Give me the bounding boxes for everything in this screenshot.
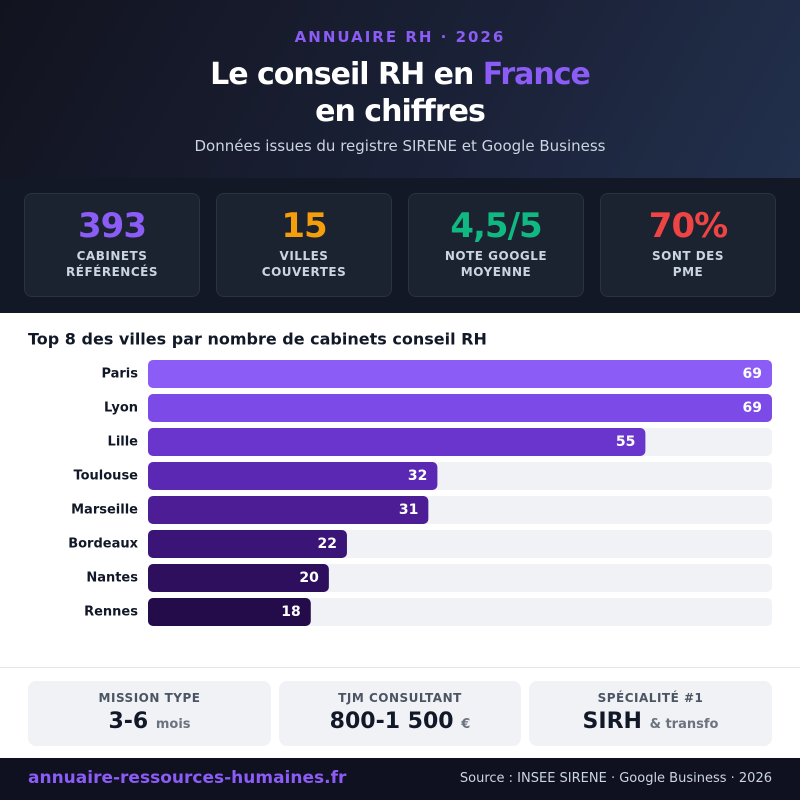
value-label: 69 <box>743 400 762 416</box>
bar <box>148 564 329 592</box>
bar <box>148 428 646 456</box>
info-value-row: SIRH & transfo <box>529 709 772 734</box>
info-unit: & transfo <box>649 717 719 732</box>
stat-label-line: COUVERTES <box>261 265 347 279</box>
stat-card: 15 VILLES COUVERTES <box>216 193 392 297</box>
stat-value: 70% <box>648 206 728 246</box>
header: ANNUAIRE RH · 2026 Le conseil RH en Fran… <box>0 0 800 178</box>
stat-label-line: NOTE GOOGLE <box>444 249 548 263</box>
info-value-row: 800-1 500 € <box>279 709 521 734</box>
category-label: Lyon <box>104 401 138 416</box>
stats-band: 393 CABINETS RÉFÉRENCÉS 15 VILLES COUVERTES 4,… <box>0 178 800 313</box>
bar <box>148 598 311 626</box>
info-card: TJM CONSULTANT 800-1 500 € <box>279 681 521 746</box>
category-label: Rennes <box>84 605 138 620</box>
value-label: 20 <box>299 570 319 586</box>
info-value-row: 3-6 mois <box>28 709 271 734</box>
category-label: Nantes <box>86 571 138 586</box>
stat-card: 70% SONT DES PME <box>600 193 776 297</box>
info-value: 3-6 <box>108 709 149 734</box>
category-label: Paris <box>101 367 138 382</box>
stat-label: NOTE GOOGLE MOYENNE <box>409 248 583 280</box>
source: Source : INSEE SIRENE · Google Business … <box>459 771 772 786</box>
bar <box>148 394 772 422</box>
title-part: en chiffres <box>315 94 486 129</box>
info-value: 800-1 500 <box>329 709 454 734</box>
category-label: Lille <box>108 435 139 450</box>
chart: Top 8 des villes par nombre de cabinets … <box>28 330 772 626</box>
value-label: 69 <box>743 366 762 382</box>
info-card: SPÉCIALITÉ #1 SIRH & transfo <box>529 681 772 746</box>
bar <box>148 496 429 524</box>
category-label: Bordeaux <box>68 537 138 552</box>
footer: annuaire-ressources-humaines.fr Source :… <box>0 758 800 800</box>
eyebrow: ANNUAIRE RH · 2026 <box>294 28 506 46</box>
stat-label-line: MOYENNE <box>460 265 532 279</box>
bar <box>148 462 438 490</box>
stat-label: VILLES COUVERTES <box>217 248 391 280</box>
subtitle: Données issues du registre SIRENE et Goo… <box>194 137 606 155</box>
title-part: Le conseil RH en <box>210 57 483 92</box>
stat-label: CABINETS RÉFÉRENCÉS <box>25 248 199 280</box>
value-label: 31 <box>399 502 418 518</box>
title: Le conseil RH en France en chiffres <box>0 56 800 130</box>
stat-label-line: SONT DES <box>651 249 725 263</box>
separator <box>0 667 800 668</box>
info-unit: € <box>461 717 471 732</box>
stat-value: 15 <box>281 206 327 246</box>
info-label: TJM CONSULTANT <box>338 691 462 705</box>
stat-card: 4,5/5 NOTE GOOGLE MOYENNE <box>408 193 584 297</box>
stat-label-line: CABINETS <box>76 249 148 263</box>
stat-card: 393 CABINETS RÉFÉRENCÉS <box>24 193 200 297</box>
value-label: 32 <box>408 468 427 484</box>
bar <box>148 360 772 388</box>
stat-label-line: VILLES <box>279 249 329 263</box>
stat-label: SONT DES PME <box>601 248 775 280</box>
info-value: SIRH <box>582 709 642 734</box>
info-unit: mois <box>155 717 191 732</box>
stat-value: 393 <box>78 206 147 246</box>
title-highlight: France <box>482 57 591 92</box>
info-label: SPÉCIALITÉ #1 <box>597 691 704 705</box>
value-label: 18 <box>281 604 300 620</box>
category-label: Toulouse <box>73 469 138 484</box>
chart-title: Top 8 des villes par nombre de cabinets … <box>28 330 487 349</box>
value-label: 22 <box>317 536 336 552</box>
info-label: MISSION TYPE <box>98 691 201 705</box>
stat-label-line: PME <box>672 265 704 279</box>
site-link[interactable]: annuaire-ressources-humaines.fr <box>28 768 347 788</box>
stat-value: 4,5/5 <box>450 206 542 246</box>
category-label: Marseille <box>71 503 138 518</box>
bar <box>148 530 347 558</box>
info-card: MISSION TYPE 3-6 mois <box>28 681 271 746</box>
value-label: 55 <box>616 434 635 450</box>
stat-label-line: RÉFÉRENCÉS <box>66 265 158 279</box>
